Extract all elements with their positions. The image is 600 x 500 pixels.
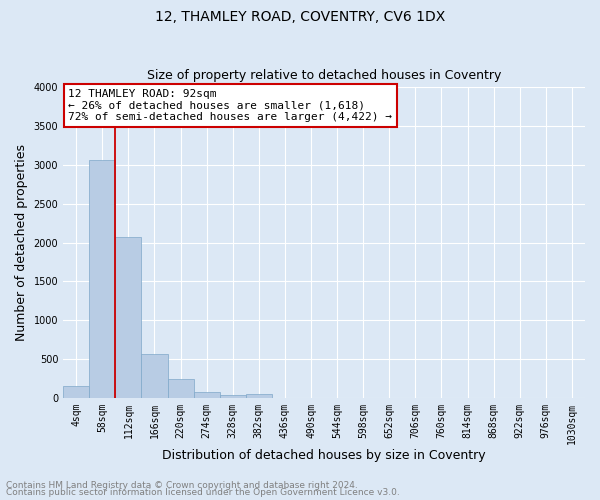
Bar: [220, 395, 246, 398]
X-axis label: Distribution of detached houses by size in Coventry: Distribution of detached houses by size …: [162, 450, 486, 462]
Bar: [63, 386, 89, 398]
Bar: [167, 380, 194, 398]
Text: 12 THAMLEY ROAD: 92sqm
← 26% of detached houses are smaller (1,618)
72% of semi-: 12 THAMLEY ROAD: 92sqm ← 26% of detached…: [68, 89, 392, 122]
Title: Size of property relative to detached houses in Coventry: Size of property relative to detached ho…: [147, 69, 501, 82]
Bar: [194, 392, 220, 398]
Bar: [142, 354, 167, 398]
Bar: [115, 237, 142, 398]
Bar: [246, 394, 272, 398]
Text: Contains public sector information licensed under the Open Government Licence v3: Contains public sector information licen…: [6, 488, 400, 497]
Text: 12, THAMLEY ROAD, COVENTRY, CV6 1DX: 12, THAMLEY ROAD, COVENTRY, CV6 1DX: [155, 10, 445, 24]
Bar: [89, 160, 115, 398]
Text: Contains HM Land Registry data © Crown copyright and database right 2024.: Contains HM Land Registry data © Crown c…: [6, 480, 358, 490]
Y-axis label: Number of detached properties: Number of detached properties: [15, 144, 28, 341]
